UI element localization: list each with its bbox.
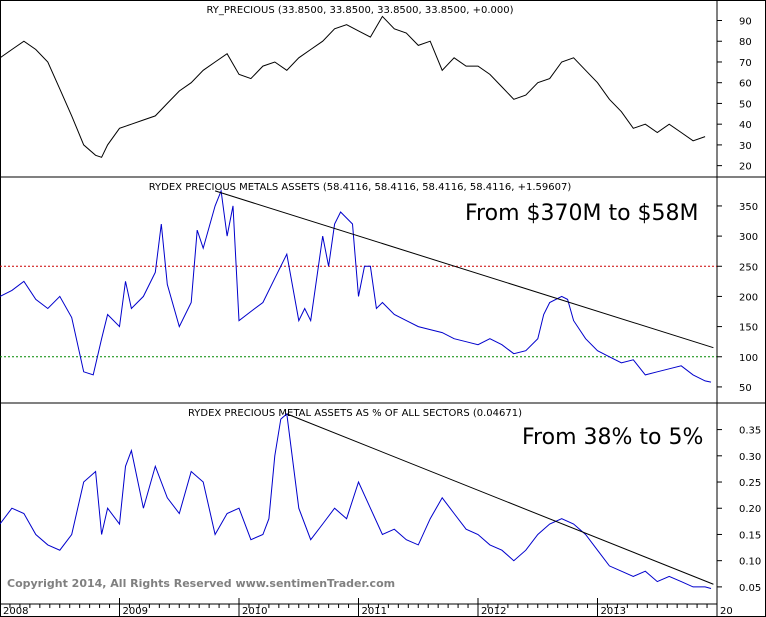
series-line	[0, 188, 712, 383]
y-tick-label: 80	[739, 37, 752, 48]
panel-assets-title: RYDEX PRECIOUS METALS ASSETS (58.4116, 5…	[149, 182, 572, 193]
y-tick-label: 250	[739, 262, 758, 273]
y-tick-label: 200	[739, 292, 758, 303]
trendline	[214, 190, 714, 349]
panel-assets-trendline	[214, 190, 714, 349]
panel-assets: RYDEX PRECIOUS METALS ASSETS (58.4116, 5…	[0, 182, 758, 394]
x-tick-label: 2009	[123, 606, 148, 617]
panel-price-y-ticks: 20 30 40 50 60 70 80 90	[717, 17, 752, 173]
y-tick-label: 350	[739, 202, 758, 213]
panel-pct-title: RYDEX PRECIOUS METAL ASSETS AS % OF ALL …	[188, 408, 522, 419]
y-tick-label: 20	[739, 162, 752, 173]
y-tick-label: 0.20	[739, 504, 761, 515]
y-tick-label: 100	[739, 353, 758, 364]
y-tick-label: 0.25	[739, 478, 761, 489]
y-tick-label: 0.30	[739, 452, 761, 463]
x-tick-label: 2013	[601, 606, 626, 617]
y-tick-label: 90	[739, 17, 752, 28]
y-tick-label: 300	[739, 232, 758, 243]
y-tick-label: 0.35	[739, 426, 761, 437]
x-tick-label: 2008	[3, 606, 28, 617]
x-tick-label: 2010	[242, 606, 267, 617]
x-axis-ticks: 2008 2009 2010 2011 2012 2013 20	[0, 598, 733, 617]
x-tick-label: 20	[720, 606, 733, 617]
panel-pct-y-ticks: 0.05 0.10 0.15 0.20 0.25 0.30 0.35	[717, 426, 761, 594]
panel-pct-trendline	[286, 413, 714, 585]
y-tick-label: 150	[739, 323, 758, 334]
series-line	[0, 412, 712, 589]
panel-price-series	[0, 15, 706, 158]
y-tick-label: 40	[739, 120, 752, 131]
y-tick-label: 70	[739, 58, 752, 69]
copyright-text: Copyright 2014, All Rights Reserved www.…	[7, 577, 395, 590]
y-tick-label: 60	[739, 79, 752, 90]
panel-pct-annotation: From 38% to 5%	[522, 425, 703, 450]
panel-pct-series	[0, 412, 712, 589]
panel-assets-series	[0, 188, 712, 383]
y-tick-label: 50	[739, 383, 752, 394]
y-tick-label: 0.10	[739, 557, 761, 568]
panel-assets-annotation: From $370M to $58M	[465, 201, 699, 226]
y-tick-label: 30	[739, 141, 752, 152]
y-tick-label: 0.15	[739, 530, 761, 541]
y-tick-label: 0.05	[739, 583, 761, 594]
x-tick-label: 2011	[362, 606, 387, 617]
y-tick-label: 50	[739, 99, 752, 110]
panel-pct: RYDEX PRECIOUS METAL ASSETS AS % OF ALL …	[0, 408, 761, 594]
panel-price: RY_PRECIOUS (33.8500, 33.8500, 33.8500, …	[0, 5, 752, 173]
panel-price-title: RY_PRECIOUS (33.8500, 33.8500, 33.8500, …	[206, 5, 513, 16]
trendline	[286, 413, 714, 585]
series-line	[0, 15, 706, 158]
x-tick-label: 2012	[481, 606, 506, 617]
panel-assets-y-ticks: 50 100 150 200 250 300 350	[717, 202, 758, 394]
panel-assets-reference-lines	[0, 265, 717, 358]
